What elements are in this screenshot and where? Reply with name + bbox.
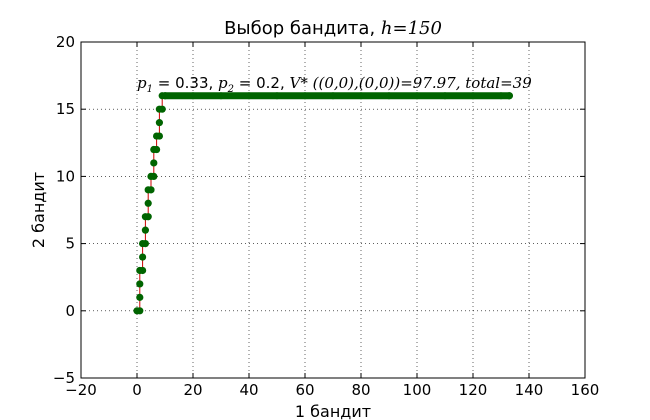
axis-ticks: −20 0 20 40 60 80 100 120 140 160 −5 0 5 10 15 20 [53, 33, 599, 399]
data-point [144, 213, 152, 221]
data-point [153, 145, 161, 154]
data-point [141, 226, 149, 234]
data-point [155, 119, 163, 127]
x-tick-label: 40 [239, 381, 258, 399]
data-point [158, 105, 166, 113]
x-tick-label: 80 [351, 381, 370, 399]
data-point [150, 172, 158, 180]
x-tick-label: 160 [571, 381, 600, 399]
y-axis-label: 2 бандит [29, 172, 48, 248]
x-tick-label: 100 [403, 381, 432, 399]
data-series [133, 92, 513, 315]
y-tick-label: 10 [56, 167, 75, 185]
x-tick-label: 120 [459, 381, 488, 399]
data-point [141, 240, 149, 248]
x-tick-label: 60 [295, 381, 314, 399]
x-tick-label: 140 [515, 381, 544, 399]
plot-frame [80, 41, 586, 379]
data-point [136, 307, 144, 315]
chart-title: Выбор бандита, h=150 [224, 18, 442, 39]
y-tick-label: 5 [65, 235, 75, 253]
y-tick-label: 15 [56, 100, 75, 118]
x-tick-label: 0 [132, 381, 142, 399]
y-tick-label: 20 [56, 33, 75, 51]
x-axis-label: 1 бандит [295, 402, 371, 420]
data-point [155, 132, 163, 140]
data-point [144, 199, 152, 207]
data-point [139, 266, 147, 275]
data-point [150, 159, 158, 167]
data-point [147, 186, 155, 194]
data-point [136, 293, 144, 301]
data-point [505, 92, 513, 100]
annotation: p1 = 0.33, p2 = 0.2, V* ((0,0),(0,0))=97… [137, 74, 532, 95]
x-tick-label: 20 [183, 381, 202, 399]
y-tick-label: −5 [53, 369, 75, 387]
y-tick-label: 0 [65, 302, 75, 320]
data-point [136, 280, 144, 288]
x-tick-label: −20 [65, 381, 97, 399]
data-point [139, 253, 147, 261]
